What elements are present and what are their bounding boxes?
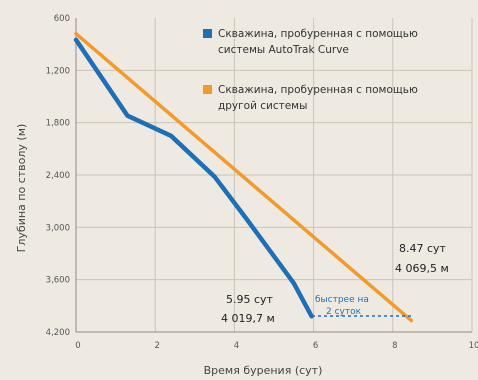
annotation-orange-days: 8.47 сут [399,242,447,255]
y-tick-label: 1,200 [46,66,70,76]
legend-label-orange-line2: другой системы [218,100,307,112]
axes [75,18,472,333]
y-tick-label: 3,600 [46,276,70,286]
y-tick-label: 600 [54,14,70,24]
legend-swatch-blue [203,29,212,38]
x-tick-label: 0 [75,341,80,351]
x-tick-label: 4 [234,341,239,351]
tick-labels: 600 1,200 1,800 2,400 3,000 3,600 4,200 0 2 4 6 8 10 [46,14,478,351]
legend: Скважина, пробуренная с помощью системы … [203,28,418,112]
x-tick-label: 10 [469,341,478,351]
x-tick-label: 8 [392,341,397,351]
y-tick-label: 3,000 [46,223,70,233]
grid [76,18,473,333]
y-tick-label: 4,200 [46,328,70,338]
y-axis-title: Глубина по стволу (м) [15,124,28,253]
legend-label-orange-line1: Скважина, пробуренная с помощью [218,84,418,96]
series-line-autotrak [73,37,314,319]
x-tick-label: 2 [154,341,159,351]
annotation-blue-days: 5.95 сут [226,293,274,306]
annotation-orange-depth: 4 069,5 м [395,262,449,275]
legend-label-blue-line2: системы AutoTrak Curve [218,44,349,56]
x-axis-title: Время бурения (сут) [204,364,323,377]
annotation-blue-depth: 4 019,7 м [221,312,275,325]
annotations: 8.47 сут 4 069,5 м 5.95 сут 4 019,7 м бы… [221,242,449,325]
annotation-faster-line1: быстрее на [315,295,369,305]
y-tick-label: 1,800 [46,119,70,129]
series [73,31,414,323]
series-line-other [74,31,414,323]
x-tick-label: 6 [313,341,318,351]
annotation-faster-line2: 2 суток [326,307,362,317]
legend-label-blue-line1: Скважина, пробуренная с помощью [218,28,418,40]
y-tick-label: 2,400 [46,171,70,181]
legend-swatch-orange [203,85,212,94]
